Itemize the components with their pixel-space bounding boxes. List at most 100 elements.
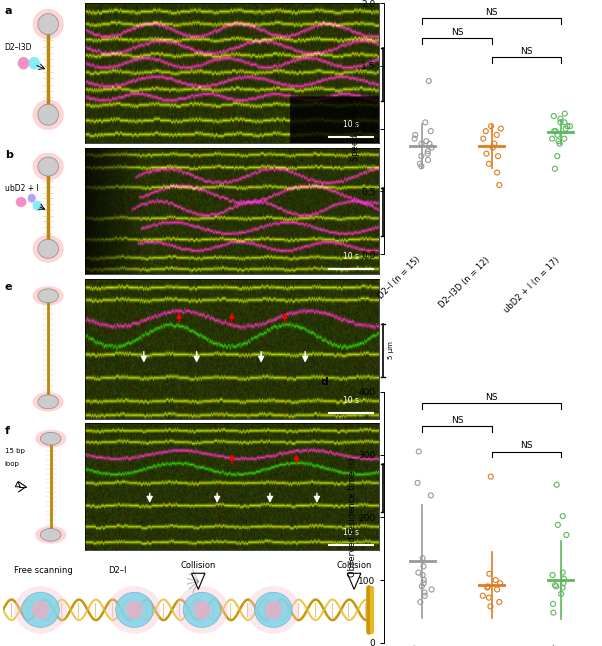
- Point: [550, 580, 560, 590]
- Ellipse shape: [33, 152, 64, 180]
- Point: [494, 180, 504, 190]
- Point: [559, 134, 569, 144]
- Ellipse shape: [255, 592, 292, 627]
- Text: 10 s: 10 s: [343, 253, 359, 262]
- Ellipse shape: [28, 194, 36, 203]
- Point: [486, 472, 495, 482]
- Ellipse shape: [33, 9, 64, 39]
- Ellipse shape: [38, 395, 58, 409]
- Text: 5 µm: 5 µm: [388, 341, 394, 359]
- Point: [426, 126, 436, 136]
- Point: [562, 530, 571, 540]
- Point: [423, 155, 433, 165]
- Point: [415, 158, 425, 169]
- Text: 15 bp: 15 bp: [5, 448, 25, 454]
- Point: [479, 134, 488, 144]
- Point: [548, 599, 558, 609]
- Ellipse shape: [183, 592, 221, 627]
- Ellipse shape: [14, 586, 67, 634]
- Ellipse shape: [35, 430, 66, 448]
- Ellipse shape: [247, 586, 300, 634]
- Point: [426, 490, 436, 501]
- Point: [478, 590, 488, 601]
- Text: f: f: [5, 426, 10, 436]
- Text: NS: NS: [485, 393, 498, 402]
- Text: Collision: Collision: [181, 561, 216, 570]
- Ellipse shape: [116, 592, 154, 627]
- Text: 5 µm: 5 µm: [388, 65, 394, 83]
- Point: [553, 520, 563, 530]
- Point: [419, 575, 429, 585]
- Ellipse shape: [22, 592, 60, 627]
- Point: [420, 587, 429, 598]
- Point: [484, 592, 494, 603]
- Point: [549, 111, 559, 121]
- Ellipse shape: [108, 586, 161, 634]
- Ellipse shape: [33, 235, 64, 263]
- Ellipse shape: [38, 289, 58, 303]
- Point: [560, 109, 569, 119]
- Point: [559, 578, 568, 589]
- Text: 10 s: 10 s: [343, 120, 359, 129]
- Ellipse shape: [126, 601, 143, 619]
- Point: [488, 142, 498, 152]
- Point: [492, 584, 502, 594]
- Point: [558, 567, 568, 578]
- Text: NS: NS: [520, 441, 533, 450]
- Point: [554, 136, 563, 147]
- Point: [411, 130, 420, 140]
- Ellipse shape: [28, 57, 40, 70]
- Ellipse shape: [16, 197, 26, 207]
- Point: [558, 583, 568, 593]
- Point: [424, 76, 433, 86]
- Point: [423, 149, 432, 159]
- Point: [491, 575, 500, 585]
- Point: [420, 590, 430, 601]
- Point: [560, 117, 569, 127]
- Point: [415, 597, 425, 607]
- Ellipse shape: [265, 601, 282, 619]
- Text: NS: NS: [451, 416, 464, 425]
- Point: [486, 121, 496, 131]
- Point: [414, 446, 424, 457]
- Point: [492, 130, 501, 140]
- Point: [421, 136, 431, 147]
- Point: [494, 597, 504, 607]
- Text: D2–I3D: D2–I3D: [5, 43, 32, 52]
- Point: [553, 151, 562, 162]
- Text: d: d: [320, 377, 328, 387]
- Point: [413, 478, 423, 488]
- Point: [561, 123, 571, 134]
- Point: [486, 601, 495, 612]
- Text: 5 µm: 5 µm: [388, 203, 394, 221]
- Text: D2–I: D2–I: [108, 566, 126, 575]
- Text: b: b: [5, 150, 13, 160]
- Point: [556, 117, 565, 127]
- Ellipse shape: [33, 286, 64, 306]
- Text: NS: NS: [451, 28, 464, 37]
- Point: [496, 123, 506, 134]
- Point: [551, 126, 560, 136]
- Point: [417, 161, 426, 171]
- Ellipse shape: [194, 601, 211, 619]
- Point: [424, 138, 434, 149]
- Point: [485, 568, 494, 579]
- Point: [410, 134, 420, 144]
- Point: [550, 126, 559, 136]
- Text: ubD2 + I: ubD2 + I: [5, 183, 39, 193]
- Point: [548, 607, 558, 618]
- Point: [419, 578, 429, 589]
- Point: [481, 126, 491, 136]
- Text: NS: NS: [485, 8, 498, 17]
- Point: [556, 589, 566, 599]
- Text: a: a: [5, 6, 12, 16]
- Ellipse shape: [38, 240, 58, 258]
- Point: [489, 138, 499, 149]
- Ellipse shape: [176, 586, 228, 634]
- Ellipse shape: [38, 157, 58, 176]
- Text: 10 s: 10 s: [343, 395, 359, 404]
- Point: [483, 581, 492, 592]
- Y-axis label: Speed (μm s⁻¹): Speed (μm s⁻¹): [350, 97, 359, 161]
- Text: e: e: [5, 282, 12, 292]
- Point: [553, 130, 562, 140]
